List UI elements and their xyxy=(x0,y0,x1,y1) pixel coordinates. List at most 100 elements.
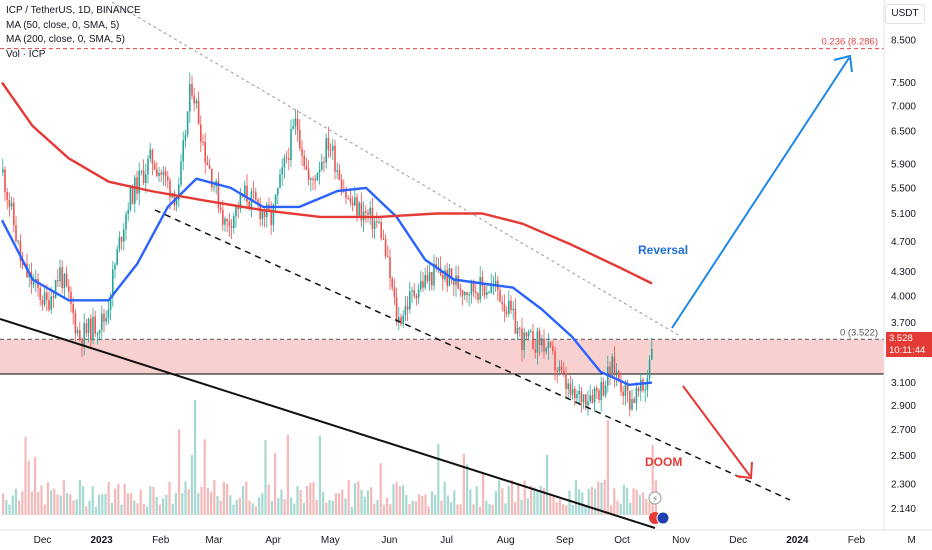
candle-body xyxy=(585,394,587,406)
candle-body xyxy=(175,200,178,206)
candle-body xyxy=(371,207,374,229)
last-price-tag: 3.528 xyxy=(886,332,932,345)
candle-body xyxy=(391,278,393,288)
volume-bar xyxy=(62,480,65,515)
volume-bar xyxy=(139,489,142,515)
volume-bar xyxy=(606,419,609,515)
volume-bar xyxy=(642,492,645,515)
volume-bar xyxy=(338,493,341,515)
candle-body xyxy=(470,280,473,295)
fib-label-1: 0 (3.522) xyxy=(840,327,878,338)
candle-body xyxy=(136,177,138,194)
volume-bar xyxy=(565,505,568,515)
candle-body xyxy=(409,291,411,310)
candle-body xyxy=(288,158,290,160)
candle-body xyxy=(591,395,594,403)
candle-body xyxy=(565,373,567,389)
volume-bar xyxy=(520,500,523,515)
volume-bar xyxy=(261,493,264,515)
volume-bar xyxy=(638,494,641,515)
candle-body xyxy=(164,171,167,177)
countdown-tag: 10:11:44 xyxy=(886,344,932,357)
candle-body xyxy=(277,187,279,195)
candle-body xyxy=(472,280,475,292)
volume-bar xyxy=(98,494,101,515)
candle-body xyxy=(90,318,92,341)
candle-body xyxy=(611,356,613,376)
candle-body xyxy=(283,157,286,168)
currency-button[interactable]: USDT xyxy=(885,4,925,24)
candle-body xyxy=(428,271,431,282)
candle-body xyxy=(541,338,543,346)
candle-body xyxy=(193,95,195,104)
candle-body xyxy=(626,383,629,391)
volume-bar xyxy=(344,498,347,515)
candle-body xyxy=(270,210,272,226)
volume-bar xyxy=(613,488,616,515)
candle-body xyxy=(105,317,107,322)
volume-bar xyxy=(434,494,437,515)
volume-bar xyxy=(72,500,75,515)
volume-bar xyxy=(517,484,520,515)
candle-body xyxy=(380,222,382,239)
annotation-reversal: Reversal xyxy=(638,243,688,257)
candle-body xyxy=(373,221,376,229)
volume-bar xyxy=(373,503,376,515)
volume-bar xyxy=(245,481,248,515)
candle-body xyxy=(622,391,624,396)
volume-bar xyxy=(149,486,152,515)
candle-body xyxy=(349,198,352,203)
candle-body xyxy=(2,169,4,173)
candle-body xyxy=(563,370,565,374)
candle-body xyxy=(204,142,206,163)
volume-bar xyxy=(104,493,107,515)
candle-body xyxy=(57,280,59,282)
volume-bar xyxy=(158,504,161,515)
y-tick-label: 7.500 xyxy=(891,78,916,89)
candle-body xyxy=(464,292,466,296)
candle-body xyxy=(593,388,596,403)
candle-body xyxy=(197,100,200,125)
candle-body xyxy=(620,380,622,392)
candle-body xyxy=(116,249,118,265)
candle-body xyxy=(615,371,618,376)
candle-body xyxy=(571,388,574,395)
volume-bar xyxy=(165,494,168,515)
volume-bar xyxy=(363,496,366,515)
candle-body xyxy=(149,149,151,159)
candle-body xyxy=(17,240,19,242)
candle-body xyxy=(285,157,288,159)
candle-body xyxy=(81,338,83,346)
volume-bar xyxy=(510,479,513,515)
candle-body xyxy=(70,291,72,304)
volume-bar xyxy=(312,482,315,515)
candle-body xyxy=(624,383,627,396)
x-tick-label: Sep xyxy=(556,535,574,546)
news-event-icon xyxy=(656,511,670,525)
y-tick-label: 2.700 xyxy=(891,425,916,436)
candle-body xyxy=(279,174,281,188)
candle-body xyxy=(325,138,327,163)
volume-bar xyxy=(504,503,507,515)
doom-arrowhead xyxy=(735,461,753,480)
y-tick-label: 2.140 xyxy=(891,504,916,515)
candle-body xyxy=(508,300,510,314)
y-tick-label: 2.900 xyxy=(891,401,916,412)
volume-bar xyxy=(178,429,181,515)
candle-body xyxy=(305,165,308,170)
candle-body xyxy=(516,327,519,334)
volume-bar xyxy=(350,506,353,515)
volume-bar xyxy=(578,489,581,515)
candle-body xyxy=(560,366,563,371)
volume-bar xyxy=(574,480,577,515)
candle-body xyxy=(318,169,321,173)
candle-body xyxy=(589,395,591,402)
volume-bar xyxy=(478,506,481,515)
candle-body xyxy=(486,292,488,296)
volume-bar xyxy=(443,481,446,515)
flash-event-icon xyxy=(648,491,662,505)
volume-bar xyxy=(395,482,398,515)
volume-bar xyxy=(334,493,337,515)
